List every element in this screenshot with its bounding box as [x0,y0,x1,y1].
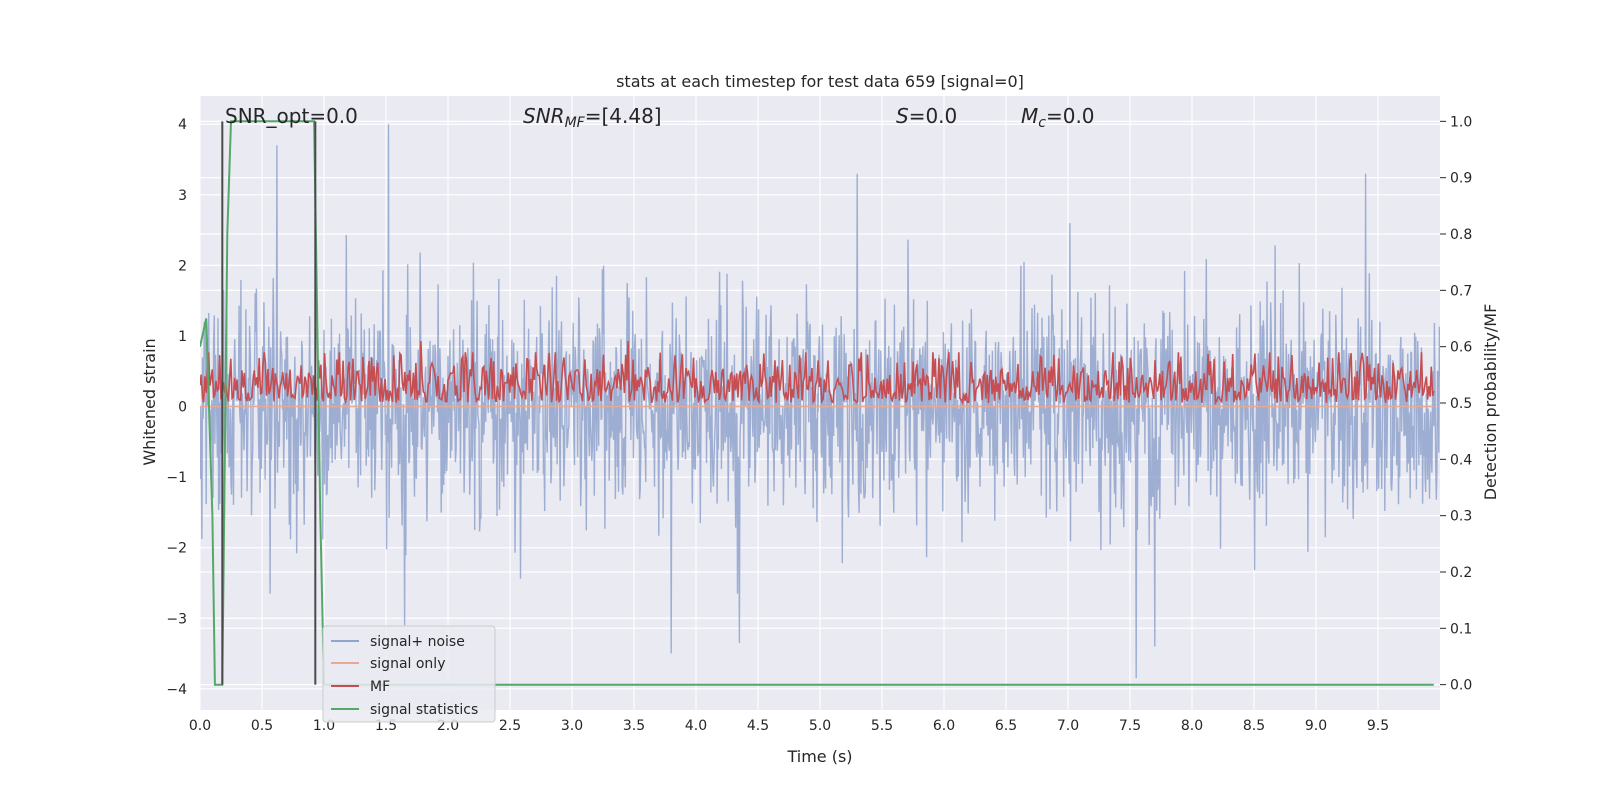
y-left-axis-label: Whitened strain [140,338,159,465]
x-tick-label: 2.5 [499,718,521,734]
x-tick-label: 3.5 [623,718,645,734]
annotation-s: S=0.0 [896,104,957,128]
y-right-tick-label: 0.6 [1450,340,1472,356]
y-right-tick-label: 0.0 [1450,678,1472,694]
y-right-tick-label: 0.9 [1450,171,1472,187]
y-right-tick-label: 0.7 [1450,283,1472,299]
x-tick-label: 8.0 [1181,718,1203,734]
y-left-tick-label: 3 [178,188,187,204]
y-left-tick-label: −2 [166,541,187,557]
x-tick-label: 5.5 [871,718,893,734]
x-tick-label: 4.5 [747,718,769,734]
y-right-tick-label: 0.5 [1450,396,1472,412]
x-tick-label: 0.0 [189,718,211,734]
y-right-tick-label: 0.2 [1450,565,1472,581]
x-tick-label: 3.0 [561,718,583,734]
x-tick-label: 9.5 [1367,718,1389,734]
y-left-axis-ticks: 4 3 2 1 0 −1 −2 −3 −4 [166,117,187,698]
y-right-tick-label: 0.8 [1450,227,1472,243]
legend: signal+ noise signal only MF signal stat… [322,625,496,723]
y-left-tick-label: −3 [166,611,187,627]
x-tick-label: 9.0 [1305,718,1327,734]
legend-label-mf: MF [370,679,390,695]
x-axis-label: Time (s) [786,747,852,766]
y-left-tick-label: 0 [178,400,187,416]
y-right-tick-label: 0.4 [1450,452,1472,468]
y-left-tick-label: −4 [166,682,187,698]
legend-box [322,625,496,723]
annotation-mc: Mc=0.0 [1021,104,1095,131]
y-left-tick-label: −1 [166,470,187,486]
legend-label-signal-statistics: signal statistics [370,702,478,718]
x-tick-label: 8.5 [1243,718,1265,734]
annotation-snr-mf: SNRMF=[4.48] [523,104,662,131]
series-signal-statistics-line [200,120,1434,686]
y-right-tick-label: 0.1 [1450,621,1472,637]
x-tick-label: 6.0 [933,718,955,734]
x-tick-label: 4.0 [685,718,707,734]
y-left-tick-label: 1 [178,329,187,345]
y-left-tick-label: 2 [178,258,187,274]
legend-label-signal-only: signal only [370,656,445,672]
chart-title: stats at each timestep for test data 659… [616,72,1024,91]
y-right-axis-label: Detection probability/MF [1481,304,1500,501]
x-tick-label: 5.0 [809,718,831,734]
x-tick-label: 0.5 [251,718,273,734]
legend-label-signal-noise: signal+ noise [370,634,465,650]
x-tick-label: 7.0 [1057,718,1079,734]
series-mf-line [200,340,1435,406]
x-tick-label: 7.5 [1119,718,1141,734]
y-left-tick-label: 4 [178,117,187,133]
y-right-tick-label: 1.0 [1450,114,1472,130]
y-right-tick-label: 0.3 [1450,509,1472,525]
x-tick-label: 6.5 [995,718,1017,734]
annotation-snr-opt: SNR_opt=0.0 [225,104,358,128]
y-right-axis-ticks: 1.0 0.9 0.8 0.7 0.6 0.5 0.4 0.3 0.2 0.1 0.0 [1440,114,1472,694]
